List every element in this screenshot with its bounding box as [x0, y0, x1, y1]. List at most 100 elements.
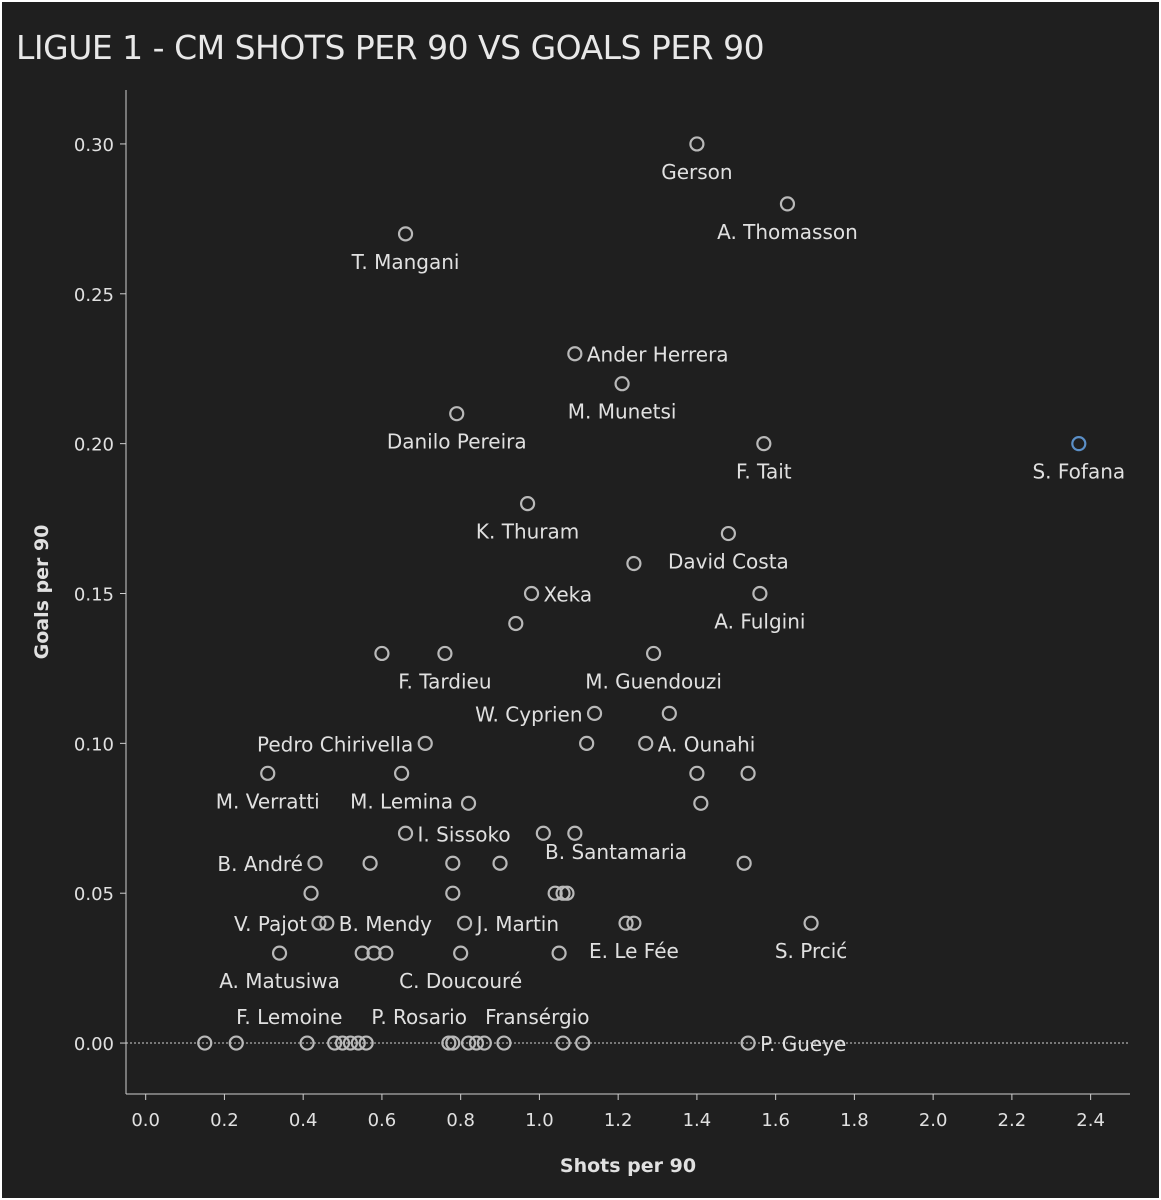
data-point	[555, 1035, 571, 1051]
data-point	[523, 585, 540, 602]
y-tick-label: 0.05	[74, 884, 114, 905]
data-point	[626, 555, 642, 572]
point-label: T. Mangani	[351, 250, 460, 274]
data-point	[779, 196, 796, 212]
point-label: M. Guendouzi	[585, 669, 722, 693]
data-point	[299, 1035, 315, 1051]
point-label: Fransérgio	[485, 1005, 589, 1029]
y-tick-label: 0.20	[74, 435, 114, 456]
data-point	[689, 765, 705, 781]
x-tick-label: 1.8	[840, 1110, 869, 1131]
x-tick-label: 0.6	[368, 1110, 397, 1131]
data-point	[1071, 436, 1087, 452]
data-point	[362, 855, 378, 871]
data-point	[693, 795, 709, 811]
data-point	[567, 346, 583, 362]
point-label: Ander Herrera	[587, 343, 729, 367]
data-point	[228, 1035, 244, 1051]
x-tick-label: 2.4	[1076, 1110, 1105, 1131]
point-label: F. Tait	[736, 460, 792, 484]
x-tick-label: 2.2	[998, 1110, 1027, 1131]
point-label: Danilo Pereira	[387, 430, 527, 454]
point-label: B. Santamaria	[545, 840, 687, 864]
data-point	[260, 765, 276, 781]
data-point	[519, 495, 536, 512]
point-label: E. Le Fée	[589, 939, 679, 963]
point-label: K. Thuram	[476, 520, 579, 544]
data-point	[579, 735, 595, 751]
x-tick-label: 0.0	[131, 1110, 160, 1131]
point-label: J. Martin	[475, 912, 559, 936]
data-point	[354, 945, 370, 961]
data-points	[197, 136, 1087, 1051]
data-point	[445, 855, 461, 871]
data-point	[645, 645, 662, 662]
point-label: S. Fofana	[1032, 460, 1125, 484]
point-label: A. Matusiwa	[219, 969, 340, 993]
point-label: David Costa	[668, 550, 789, 574]
data-point	[342, 1035, 359, 1051]
data-point	[618, 915, 634, 931]
data-point	[417, 735, 433, 751]
point-label: I. Sissoko	[418, 822, 511, 846]
point-label: Gerson	[661, 160, 732, 184]
data-point	[547, 885, 563, 901]
data-point	[752, 585, 768, 602]
data-point	[551, 945, 567, 961]
x-tick-label: 2.0	[919, 1110, 948, 1131]
x-ticks: 0.0 0.2 0.4 0.6 0.8 1.0 1.2 1.4 1.6 1.8 2.0 2.2 2.4	[131, 1094, 1105, 1131]
point-label: S. Prcić	[775, 939, 847, 963]
y-tick-label: 0.10	[74, 734, 114, 755]
x-tick-label: 1.4	[683, 1110, 712, 1131]
data-point	[476, 1035, 492, 1051]
data-point	[496, 1035, 512, 1051]
data-point	[638, 735, 654, 751]
x-tick-label: 1.6	[761, 1110, 790, 1131]
data-point	[437, 645, 453, 662]
x-tick-label: 1.0	[525, 1110, 554, 1131]
axes	[125, 90, 1130, 1095]
point-label: B. André	[217, 852, 303, 876]
data-point	[457, 915, 473, 931]
point-label: W. Cyprien	[475, 702, 582, 726]
x-tick-label: 0.2	[210, 1110, 239, 1131]
data-point	[626, 915, 642, 931]
data-point	[307, 855, 323, 871]
point-label: P. Gueye	[760, 1032, 846, 1056]
data-point	[445, 1035, 461, 1051]
data-point	[394, 765, 410, 781]
data-point	[311, 915, 327, 931]
data-point	[508, 615, 524, 632]
data-point	[449, 406, 465, 422]
point-label: V. Pajot	[234, 912, 307, 936]
x-tick-label: 0.4	[289, 1110, 318, 1131]
data-point	[378, 945, 394, 961]
data-point	[453, 945, 469, 961]
data-point	[535, 825, 551, 841]
data-point	[736, 855, 752, 871]
point-label: Pedro Chirivella	[257, 732, 413, 756]
data-point	[350, 1035, 366, 1051]
data-point	[567, 825, 583, 841]
point-label: M. Munetsi	[568, 400, 677, 424]
data-point	[327, 1035, 343, 1051]
point-label: A. Thomasson	[717, 220, 858, 244]
data-point	[586, 705, 603, 721]
data-point	[661, 705, 677, 721]
data-point	[468, 1035, 485, 1051]
data-point	[740, 765, 756, 781]
y-axis-label: Goals per 90	[31, 525, 53, 660]
data-point	[492, 855, 508, 871]
point-label: F. Tardieu	[398, 669, 491, 693]
data-point	[460, 1035, 477, 1051]
data-point	[614, 376, 630, 392]
data-point	[740, 1035, 756, 1051]
chart-title: LIGUE 1 - CM SHOTS PER 90 VS GOALS PER 9…	[16, 28, 765, 67]
data-point	[271, 945, 288, 961]
data-point	[756, 436, 772, 452]
point-label: M. Verratti	[216, 789, 320, 813]
point-label: C. Doucouré	[399, 969, 522, 993]
data-point	[689, 136, 705, 152]
y-ticks: 0.00 0.05 0.10 0.15 0.20 0.25 0.30	[74, 135, 126, 1055]
